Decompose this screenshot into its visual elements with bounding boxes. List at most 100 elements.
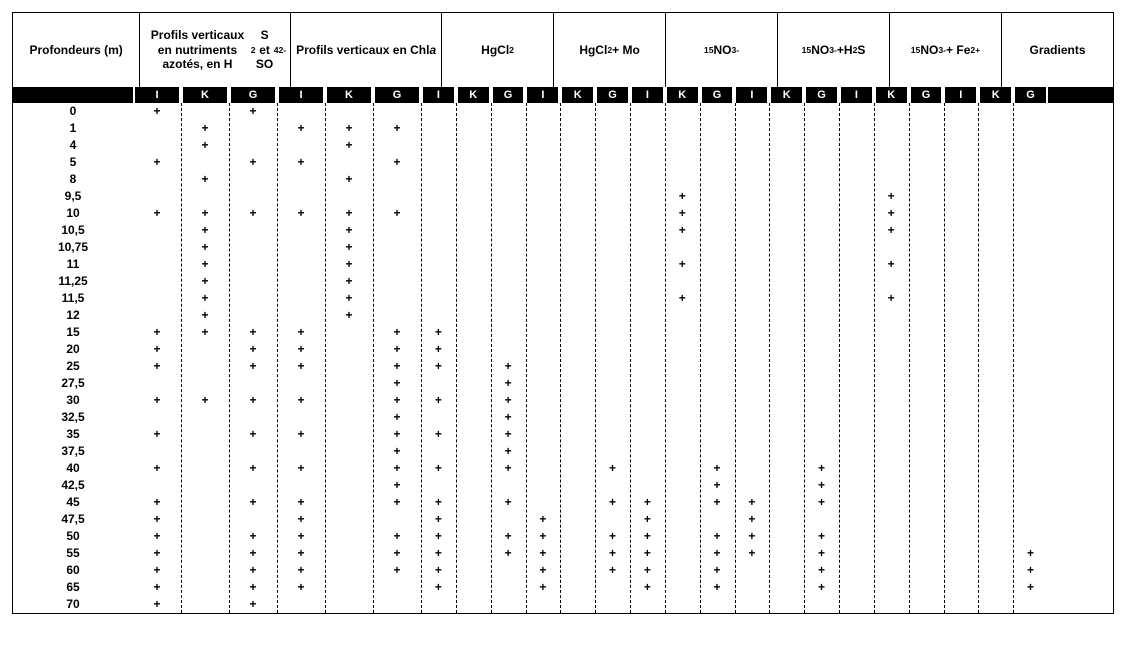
cell-group bbox=[277, 103, 421, 120]
data-cell: + bbox=[181, 273, 229, 290]
data-cell bbox=[874, 443, 909, 460]
data-cell bbox=[978, 171, 1013, 188]
data-cell bbox=[943, 205, 978, 222]
subheader-row: IKGIKGIKGIKGIKGIKGIKGIKG bbox=[13, 87, 1113, 103]
cell-group: + bbox=[421, 324, 525, 341]
cell-group bbox=[630, 273, 734, 290]
depth-cell: 0 bbox=[13, 103, 133, 120]
data-cell bbox=[421, 307, 456, 324]
cell-group bbox=[133, 375, 277, 392]
data-cell: + bbox=[229, 392, 277, 409]
subheader-cell: K bbox=[456, 87, 491, 103]
cell-group bbox=[943, 324, 1047, 341]
data-cell bbox=[456, 358, 491, 375]
table-row: 8++ bbox=[13, 171, 1113, 188]
data-cell bbox=[491, 562, 526, 579]
data-cell: + bbox=[277, 154, 325, 171]
cell-group: + bbox=[133, 222, 277, 239]
subheader-cell: G bbox=[804, 87, 839, 103]
data-cell bbox=[456, 494, 491, 511]
data-cell bbox=[700, 103, 735, 120]
cell-group: ++ bbox=[277, 154, 421, 171]
data-cell: + bbox=[373, 528, 421, 545]
depth-cell: 45 bbox=[13, 494, 133, 511]
cell-group bbox=[734, 188, 838, 205]
data-cell bbox=[909, 256, 944, 273]
data-cell bbox=[421, 443, 456, 460]
data-cell bbox=[525, 205, 560, 222]
data-cell bbox=[181, 358, 229, 375]
data-cell bbox=[456, 341, 491, 358]
cell-group: + bbox=[734, 562, 838, 579]
cell-group: ++ bbox=[277, 494, 421, 511]
data-cell bbox=[769, 596, 804, 613]
cell-group: + bbox=[277, 443, 421, 460]
data-cell: + bbox=[700, 545, 735, 562]
data-cell bbox=[456, 477, 491, 494]
cell-group bbox=[943, 494, 1047, 511]
data-cell bbox=[560, 477, 595, 494]
data-cell bbox=[525, 409, 560, 426]
data-cell bbox=[456, 409, 491, 426]
data-cell bbox=[769, 392, 804, 409]
cell-group bbox=[525, 392, 629, 409]
data-cell bbox=[181, 528, 229, 545]
data-cell bbox=[1013, 596, 1048, 613]
data-cell: + bbox=[665, 222, 700, 239]
data-cell bbox=[700, 324, 735, 341]
data-cell bbox=[1013, 460, 1048, 477]
cell-group: + bbox=[943, 545, 1047, 562]
cell-group: + bbox=[421, 409, 525, 426]
data-cell bbox=[491, 205, 526, 222]
data-cell bbox=[277, 596, 325, 613]
data-cell bbox=[839, 341, 874, 358]
data-cell bbox=[325, 528, 373, 545]
cell-group: + bbox=[525, 494, 629, 511]
data-cell bbox=[325, 477, 373, 494]
data-cell bbox=[909, 188, 944, 205]
cell-group bbox=[630, 171, 734, 188]
depth-cell: 12 bbox=[13, 307, 133, 324]
data-cell bbox=[456, 239, 491, 256]
data-cell bbox=[133, 375, 181, 392]
cell-group: + bbox=[421, 443, 525, 460]
data-cell bbox=[456, 460, 491, 477]
data-cell bbox=[839, 256, 874, 273]
subheader-cell: I bbox=[943, 87, 978, 103]
cell-group: ++ bbox=[133, 341, 277, 358]
data-cell bbox=[978, 137, 1013, 154]
data-cell bbox=[1013, 307, 1048, 324]
data-cell bbox=[665, 562, 700, 579]
cell-group: ++ bbox=[277, 324, 421, 341]
data-cell bbox=[560, 171, 595, 188]
data-cell: + bbox=[491, 443, 526, 460]
data-cell bbox=[943, 154, 978, 171]
column-group-header: Profils verticaux en nutriments azotés, … bbox=[140, 13, 291, 87]
data-cell bbox=[421, 222, 456, 239]
data-cell: + bbox=[373, 324, 421, 341]
data-cell: + bbox=[665, 205, 700, 222]
table-row: 30+++++++ bbox=[13, 392, 1113, 409]
data-cell bbox=[229, 511, 277, 528]
data-cell bbox=[874, 409, 909, 426]
data-cell bbox=[665, 596, 700, 613]
data-cell: + bbox=[277, 511, 325, 528]
data-cell bbox=[874, 239, 909, 256]
data-cell: + bbox=[181, 256, 229, 273]
data-cell bbox=[560, 545, 595, 562]
data-cell: + bbox=[734, 545, 769, 562]
data-cell bbox=[595, 120, 630, 137]
data-cell bbox=[525, 426, 560, 443]
data-cell bbox=[909, 392, 944, 409]
cell-group bbox=[734, 392, 838, 409]
data-cell bbox=[525, 324, 560, 341]
data-cell bbox=[839, 443, 874, 460]
data-cell bbox=[491, 103, 526, 120]
data-cell bbox=[181, 579, 229, 596]
data-cell: + bbox=[421, 528, 456, 545]
data-cell bbox=[595, 239, 630, 256]
data-cell bbox=[665, 324, 700, 341]
cell-group: + bbox=[277, 256, 421, 273]
cell-group: ++ bbox=[421, 460, 525, 477]
data-cell bbox=[769, 341, 804, 358]
